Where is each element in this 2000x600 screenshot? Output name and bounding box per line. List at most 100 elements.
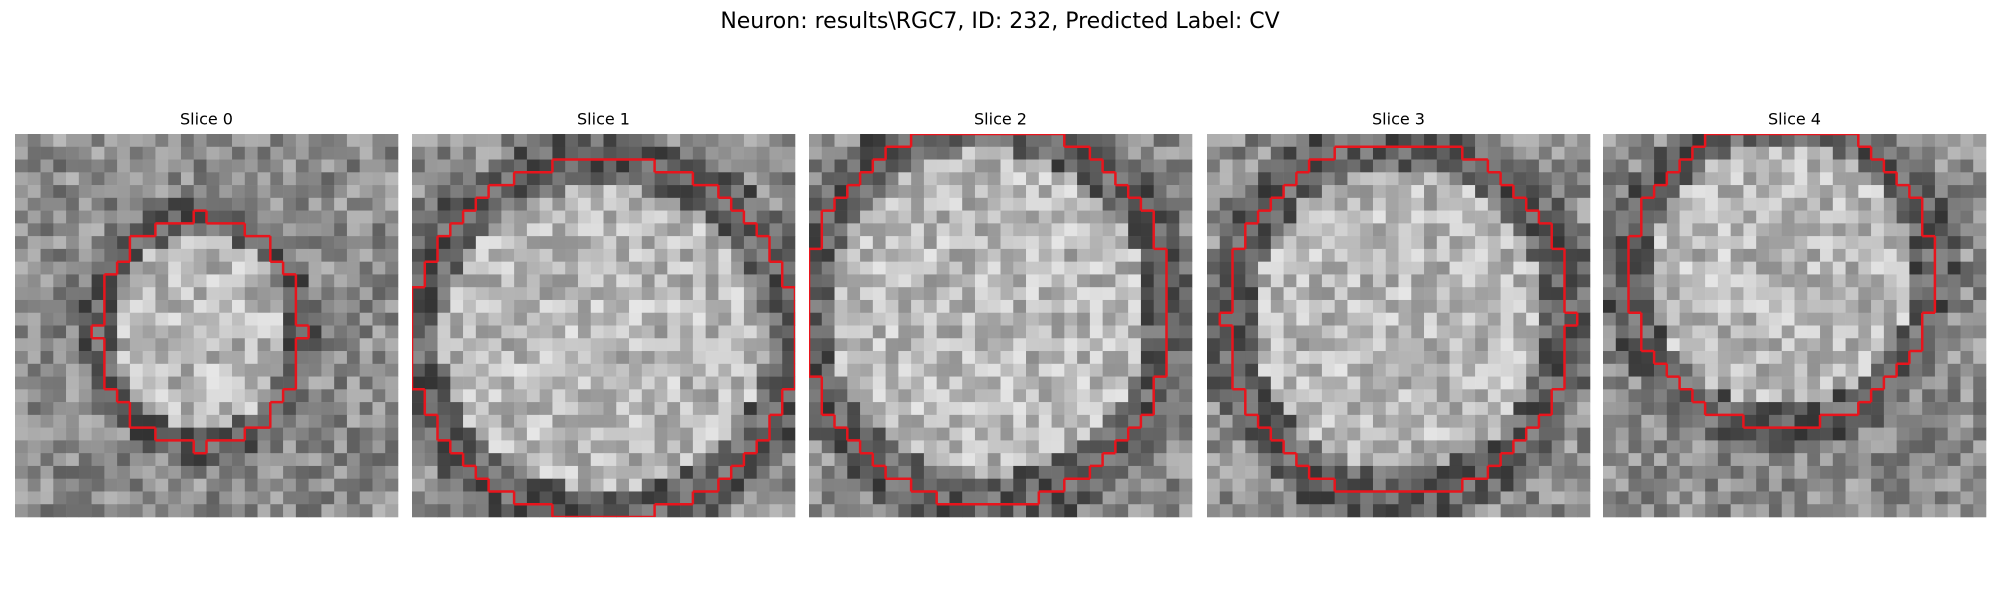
pixel [295,427,309,441]
pixel [1283,351,1297,365]
pixel [782,504,796,518]
pixel [424,465,438,479]
pixel [257,287,271,301]
pixel [667,363,681,377]
pixel [1577,248,1591,262]
pixel [1692,185,1706,199]
pixel [539,236,553,250]
pixel [1896,478,1910,492]
pixel [1026,185,1040,199]
pixel [91,402,105,416]
pixel [821,465,835,479]
pixel [78,453,92,467]
pixel [731,414,745,428]
pixel [1232,312,1246,326]
pixel [1896,376,1910,390]
pixel [539,478,553,492]
pixel [437,414,451,428]
pixel [974,248,989,262]
pixel [705,478,719,492]
pixel [1115,504,1129,518]
pixel [1424,453,1438,467]
pixel [1424,261,1438,275]
panel-title: Slice 0 [180,110,233,129]
pixel [898,363,912,377]
pixel [1064,402,1078,416]
pixel [424,146,438,160]
pixel [1089,389,1103,403]
pixel [898,414,912,428]
pixel [1781,325,1795,339]
pixel [283,159,297,173]
pixel [1283,427,1297,441]
pixel [1166,172,1180,186]
pixel [1615,478,1629,492]
pixel [1717,261,1731,275]
pixel [834,236,848,250]
pixel [539,491,553,505]
pixel [232,389,246,403]
pixel [1934,312,1948,326]
pixel [488,274,502,288]
pixel [117,185,131,199]
pixel [206,274,220,288]
pixel [1207,414,1221,428]
pixel [1871,440,1885,454]
pixel [1794,185,1808,199]
pixel [104,478,118,492]
pixel [295,440,309,454]
pixel [78,248,92,262]
pixel [962,351,976,365]
pixel [283,325,297,339]
pixel [155,287,169,301]
pixel [219,274,233,288]
pixel [743,146,757,160]
pixel [1896,287,1910,301]
pixel [1424,185,1438,199]
pixel [1077,504,1091,518]
pixel [142,414,156,428]
pixel [1973,338,1987,352]
pixel [295,351,309,365]
pixel [1973,440,1987,454]
pixel [1128,299,1142,314]
pixel [321,427,335,441]
pixel [1436,197,1450,211]
pixel [1896,248,1910,262]
pixel [756,159,770,173]
pixel [1424,210,1438,224]
pixel [270,274,284,288]
pixel [1013,402,1027,416]
pixel [295,134,309,148]
pixel [1679,363,1693,377]
pixel [1692,465,1706,479]
pixel [949,312,963,326]
pixel [168,299,182,314]
pixel [1832,223,1846,237]
pixel [1730,248,1744,262]
pixel [193,159,207,173]
pixel [821,402,835,416]
pixel [1717,440,1731,454]
pixel [1026,465,1040,479]
pixel [1922,146,1936,160]
pixel [1896,491,1910,505]
pixel [1219,210,1233,224]
pixel [885,453,899,467]
pixel [821,351,835,365]
pixel [911,478,925,492]
pixel [1654,376,1668,390]
pixel [949,236,963,250]
pixel [756,274,770,288]
pixel [359,389,373,403]
pixel [372,210,386,224]
pixel [514,210,528,224]
pixel [15,491,29,505]
pixel [1934,504,1948,518]
pixel [1628,236,1642,250]
pixel [1947,478,1961,492]
pixel [1051,248,1065,262]
pixel [949,248,963,262]
pixel [1807,363,1821,377]
pixel [1475,376,1489,390]
